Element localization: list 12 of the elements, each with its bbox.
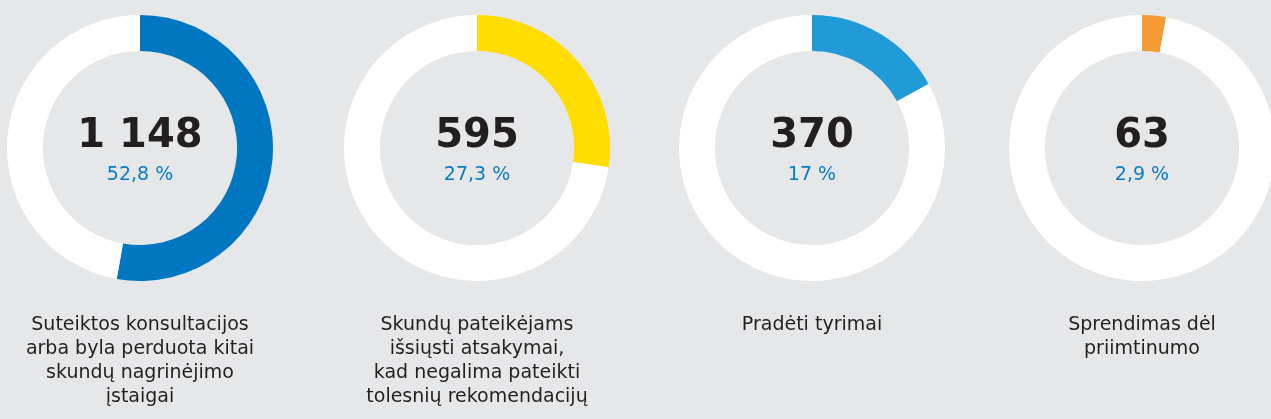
- text: Pradėti tyrimai: [740, 311, 884, 335]
- text: 63: [1113, 110, 1171, 156]
- text: 595: [434, 110, 520, 156]
- text: 370: [769, 110, 855, 156]
- text: 17 %: [786, 162, 838, 184]
- text: Sprendimas dėl priimtinumo: [1067, 311, 1217, 359]
- text: 2,9 %: [1113, 162, 1171, 184]
- text: Skundų pateikėjams išsiųsti atsakymai, kad negalima pateikti tolesnių rekomendacijų: [365, 311, 589, 407]
- text: 1 148: [76, 110, 204, 156]
- text: 52,8 %: [105, 162, 175, 184]
- text: Suteiktos konsultacijos arba byla perduota kitai skundų nagrinėjimo įstaigai: [24, 311, 256, 407]
- text: 27,3 %: [442, 162, 512, 184]
